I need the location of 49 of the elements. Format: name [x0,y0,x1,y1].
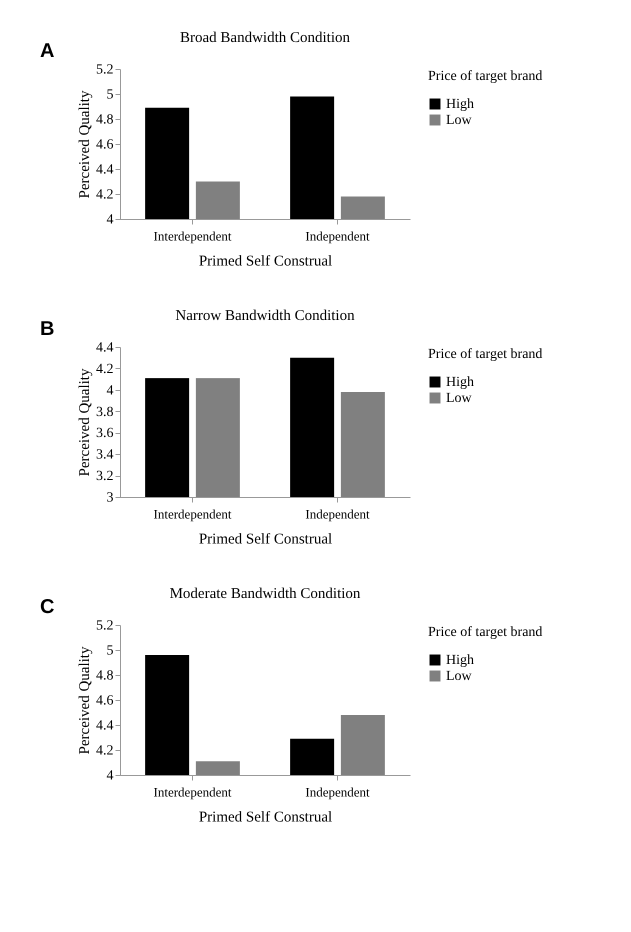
y-tick-label: 3.2 [96,469,114,484]
x-tick-label: Interdependent [154,228,232,244]
y-tick-label: 3.8 [96,404,114,420]
legend-title: Price of target brand [428,625,542,640]
legend-label: Low [446,113,473,128]
y-tick-label: 4.4 [96,718,114,734]
legend-title: Price of target brand [428,347,542,362]
x-axis-title: Primed Self Construal [198,254,332,270]
y-tick-label: 4.2 [96,188,114,202]
x-tick-label: Interdependent [154,506,232,522]
y-axis-title: Perceived Quality [77,90,93,198]
legend-title: Price of target brand [428,69,542,84]
y-tick-label: 5.2 [96,618,114,634]
y-tick-label: 4 [106,212,114,228]
legend-label: High [446,653,474,668]
y-tick-label: 4.4 [96,162,114,178]
y-tick-label: 4.4 [96,340,114,356]
text: B [40,318,54,340]
x-tick-label: Independent [305,784,370,800]
y-tick-label: 3 [106,490,114,506]
y-axis-title: Perceived Quality [77,368,93,476]
legend-label: High [446,97,474,112]
y-tick-label: 4.8 [96,668,114,684]
text: A [40,40,54,62]
y-tick-label: 3.6 [96,426,114,442]
x-axis-title: Primed Self Construal [198,532,332,548]
chart-title: Moderate Bandwidth Condition [170,586,361,602]
y-axis-title: Perceived Quality [77,646,93,754]
y-tick-label: 4.8 [96,112,114,128]
y-tick-label: 4 [106,768,114,784]
y-tick-label: 4.6 [96,138,114,152]
y-tick-label: 4.2 [96,362,114,377]
x-tick-label: Interdependent [154,784,232,800]
x-axis-title: Primed Self Construal [198,810,332,826]
y-tick-label: 5 [106,644,114,658]
y-tick-label: 5 [106,88,114,102]
x-tick-label: Independent [305,228,370,244]
y-tick-label: 4.6 [96,694,114,708]
text: C [40,596,54,618]
x-tick-label: Independent [305,506,370,522]
y-tick-label: 5.2 [96,62,114,78]
y-tick-label: 3.4 [96,448,114,463]
chart-title: Narrow Bandwidth Condition [175,308,356,324]
legend-label: High [446,375,474,390]
legend-label: Low [446,669,473,684]
legend-label: Low [446,391,473,406]
y-tick-label: 4 [106,383,114,398]
y-tick-label: 4.2 [96,744,114,758]
chart-title: Broad Bandwidth Condition [180,30,350,46]
